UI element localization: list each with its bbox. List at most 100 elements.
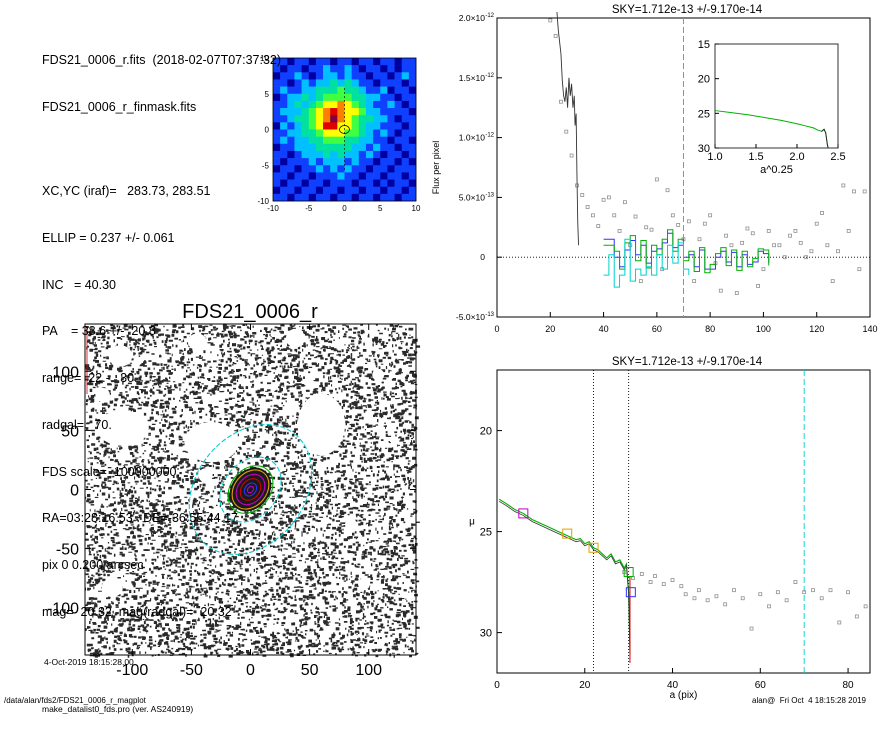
heatmap-cell — [365, 186, 374, 195]
heatmap-center-marker — [339, 125, 350, 134]
heatmap-cell — [387, 136, 395, 145]
inset-xlabel: a^0.25 — [760, 164, 793, 176]
mu-data-point — [767, 604, 771, 609]
heatmap-cell — [287, 179, 295, 187]
heatmap-cell — [380, 100, 388, 109]
heatmap-cell — [323, 79, 331, 87]
heatmap-cell — [365, 158, 374, 166]
heatmap-ytick: 0 — [265, 126, 270, 135]
heatmap-cell — [365, 136, 374, 145]
thumbnail-heatmap: -10 10 -5 5 0 0 5 -5 10 -10 — [257, 54, 421, 213]
heatmap-cell — [401, 143, 410, 152]
heatmap-cell — [301, 158, 310, 166]
heatmap-cell — [408, 122, 417, 130]
heatmap-cell — [365, 86, 374, 95]
heatmap-cell — [308, 143, 317, 152]
mu-data-point — [679, 584, 684, 589]
heatmap-cell — [330, 108, 338, 116]
masked-region — [358, 578, 370, 590]
heatmap-cell — [323, 136, 331, 145]
isophote-ellipse — [231, 469, 270, 510]
isophote-ellipse — [219, 456, 282, 523]
heatmap-cell — [337, 100, 345, 109]
heatmap-cell — [373, 150, 381, 159]
flux-data-point — [788, 233, 792, 238]
heatmap-cell — [294, 86, 302, 95]
heatmap-cell — [323, 115, 331, 123]
heatmap-cell — [408, 165, 417, 173]
heatmap-cell — [358, 150, 367, 159]
flux-data-point — [804, 255, 808, 260]
mu-marker — [562, 528, 573, 539]
heatmap-cell — [301, 172, 310, 180]
heatmap-cell — [273, 165, 281, 173]
heatmap-cell — [351, 122, 360, 130]
heatmap-cell — [394, 186, 402, 195]
heatmap-cell — [301, 93, 310, 102]
heatmap-cell — [315, 150, 324, 159]
isophote-ellipse — [246, 485, 255, 494]
heatmap-cell — [287, 143, 295, 152]
heatmap-cell — [373, 93, 381, 102]
image-xtick: -50 — [180, 662, 203, 679]
heatmap-cell — [315, 65, 324, 73]
mu-xtick: 40 — [667, 680, 679, 691]
heatmap-cell — [315, 172, 324, 180]
heatmap-cell — [394, 122, 402, 130]
heatmap-cell — [315, 79, 324, 87]
heatmap-cell — [287, 158, 295, 166]
heatmap-cell — [380, 93, 388, 102]
heatmap-cell — [337, 158, 345, 166]
heatmap-cell — [294, 93, 302, 102]
heatmap-cell — [315, 165, 324, 173]
flux-data-point — [644, 225, 649, 230]
heatmap-cell — [280, 143, 288, 152]
heatmap-cell — [315, 72, 324, 80]
mu-xtick: 60 — [755, 680, 767, 691]
heatmap-cell — [365, 65, 374, 73]
mu-xtick: 0 — [494, 680, 500, 691]
flux-data-point — [772, 243, 776, 248]
heatmap-cell — [358, 79, 367, 87]
heatmap-cell — [408, 150, 417, 159]
heatmap-cell — [373, 158, 381, 166]
heatmap-cell — [344, 58, 352, 66]
heatmap-cell — [344, 136, 352, 145]
param-line: RA=03:28:16.53 DE=-36:55:44.17 — [42, 511, 238, 526]
heatmap-cell — [273, 143, 281, 152]
heatmap-cell — [287, 172, 295, 180]
heatmap-cell — [394, 93, 402, 102]
heatmap-cell — [294, 136, 302, 145]
flux-series-cyan — [603, 238, 690, 288]
heatmap-cell — [301, 129, 310, 137]
heatmap-cell — [330, 129, 338, 137]
heatmap-cell — [394, 172, 402, 180]
heatmap-ytick: 10 — [260, 54, 269, 63]
mu-xtick: 20 — [579, 680, 591, 691]
heatmap-cell — [387, 72, 395, 80]
heatmap-cell — [387, 143, 395, 152]
heatmap-cell — [330, 86, 338, 95]
heatmap-cell — [344, 115, 352, 123]
masked-region — [96, 410, 149, 446]
masked-region — [101, 578, 123, 598]
heatmap-cell — [387, 86, 395, 95]
heatmap-cell — [344, 129, 352, 137]
heatmap-cell — [394, 193, 402, 202]
flux-ytick: 2.0×10 — [459, 13, 486, 23]
flux-data-point — [846, 228, 851, 233]
heatmap-cell — [315, 193, 324, 202]
heatmap-cell — [323, 179, 331, 187]
heatmap-cell — [301, 72, 310, 80]
heatmap-cell — [380, 122, 388, 130]
heatmap-cell — [323, 165, 331, 173]
heatmap-cell — [301, 165, 310, 173]
heatmap-cell — [351, 172, 360, 180]
heatmap-cell — [365, 79, 374, 87]
mu-data-point — [705, 598, 710, 603]
flux-ytick-exponent: -12 — [485, 73, 494, 79]
heatmap-cell — [373, 143, 381, 152]
heatmap-cell — [373, 122, 381, 130]
heatmap-cell — [394, 115, 402, 123]
inset-ytick: 15 — [698, 39, 710, 51]
